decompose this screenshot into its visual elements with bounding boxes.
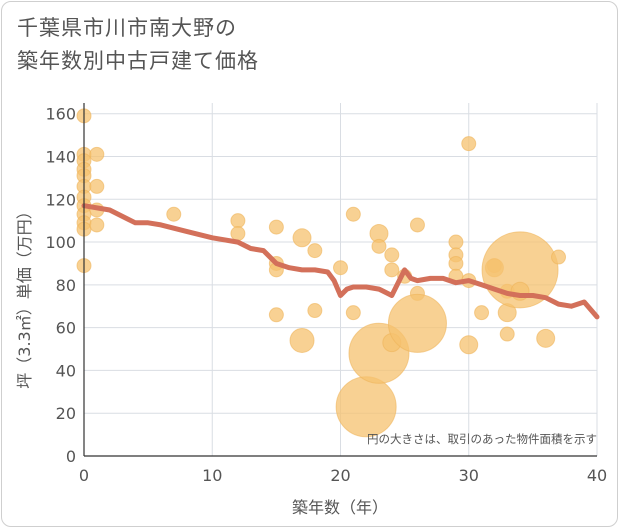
- bubble-point: [268, 219, 284, 235]
- bubble-point: [335, 376, 397, 438]
- bubble-point: [230, 213, 246, 229]
- y-tick-label: 80: [56, 276, 76, 295]
- bubble-point: [292, 228, 312, 248]
- bubble-point: [268, 307, 284, 323]
- y-tick-label: 40: [56, 361, 76, 380]
- bubble-point: [307, 303, 323, 319]
- y-tick-label: 0: [66, 447, 76, 466]
- chart-title: 千葉県市川市南大野の 築年数別中古戸建て価格: [17, 16, 259, 73]
- bubble-point: [230, 226, 246, 242]
- bubble-point: [448, 234, 464, 250]
- size-annotation: 円の大きさは、取引のあった物件面積を示す: [367, 432, 597, 446]
- bubble-point: [345, 206, 361, 222]
- bubble-point: [551, 249, 567, 265]
- bubble-point: [166, 206, 182, 222]
- bubble-point: [89, 178, 105, 194]
- y-tick-label: 160: [45, 105, 76, 124]
- bubble-point: [371, 238, 387, 254]
- trend-line: [81, 203, 600, 320]
- bubble-point: [461, 136, 477, 152]
- bubble-point: [345, 305, 361, 321]
- bubble-point: [448, 255, 464, 271]
- y-tick-label: 100: [45, 233, 76, 252]
- axes: [83, 103, 597, 457]
- bubble-point: [307, 243, 323, 259]
- y-tick-label: 20: [56, 404, 76, 423]
- bubble-point: [89, 217, 105, 233]
- x-axis-label: 築年数（年）: [292, 498, 388, 517]
- x-tick-label: 30: [459, 466, 479, 485]
- bubble-point: [289, 327, 315, 353]
- bubble-point: [89, 146, 105, 162]
- bubble-point: [384, 262, 400, 278]
- bubble-point: [333, 260, 348, 276]
- x-tick-label: 10: [202, 466, 222, 485]
- y-tick-label: 140: [45, 147, 76, 166]
- bubble-point: [536, 328, 556, 348]
- x-tick-label: 0: [79, 466, 89, 485]
- y-axis-label: 坪（3.3㎡）単価（万円）: [15, 203, 34, 388]
- y-tick-label: 120: [45, 190, 76, 209]
- bubble-point: [499, 326, 515, 342]
- bubble-point: [474, 305, 490, 321]
- tick-labels: 0 10 20 30 40 0 20 40 60 80 100 120 140 160: [45, 105, 607, 485]
- bubble-point: [387, 293, 447, 353]
- bubble-point: [384, 247, 400, 263]
- y-tick-label: 60: [56, 319, 76, 338]
- x-tick-label: 40: [587, 466, 607, 485]
- x-tick-label: 20: [330, 466, 350, 485]
- bubble-point: [409, 217, 425, 233]
- bubble-point: [459, 335, 479, 355]
